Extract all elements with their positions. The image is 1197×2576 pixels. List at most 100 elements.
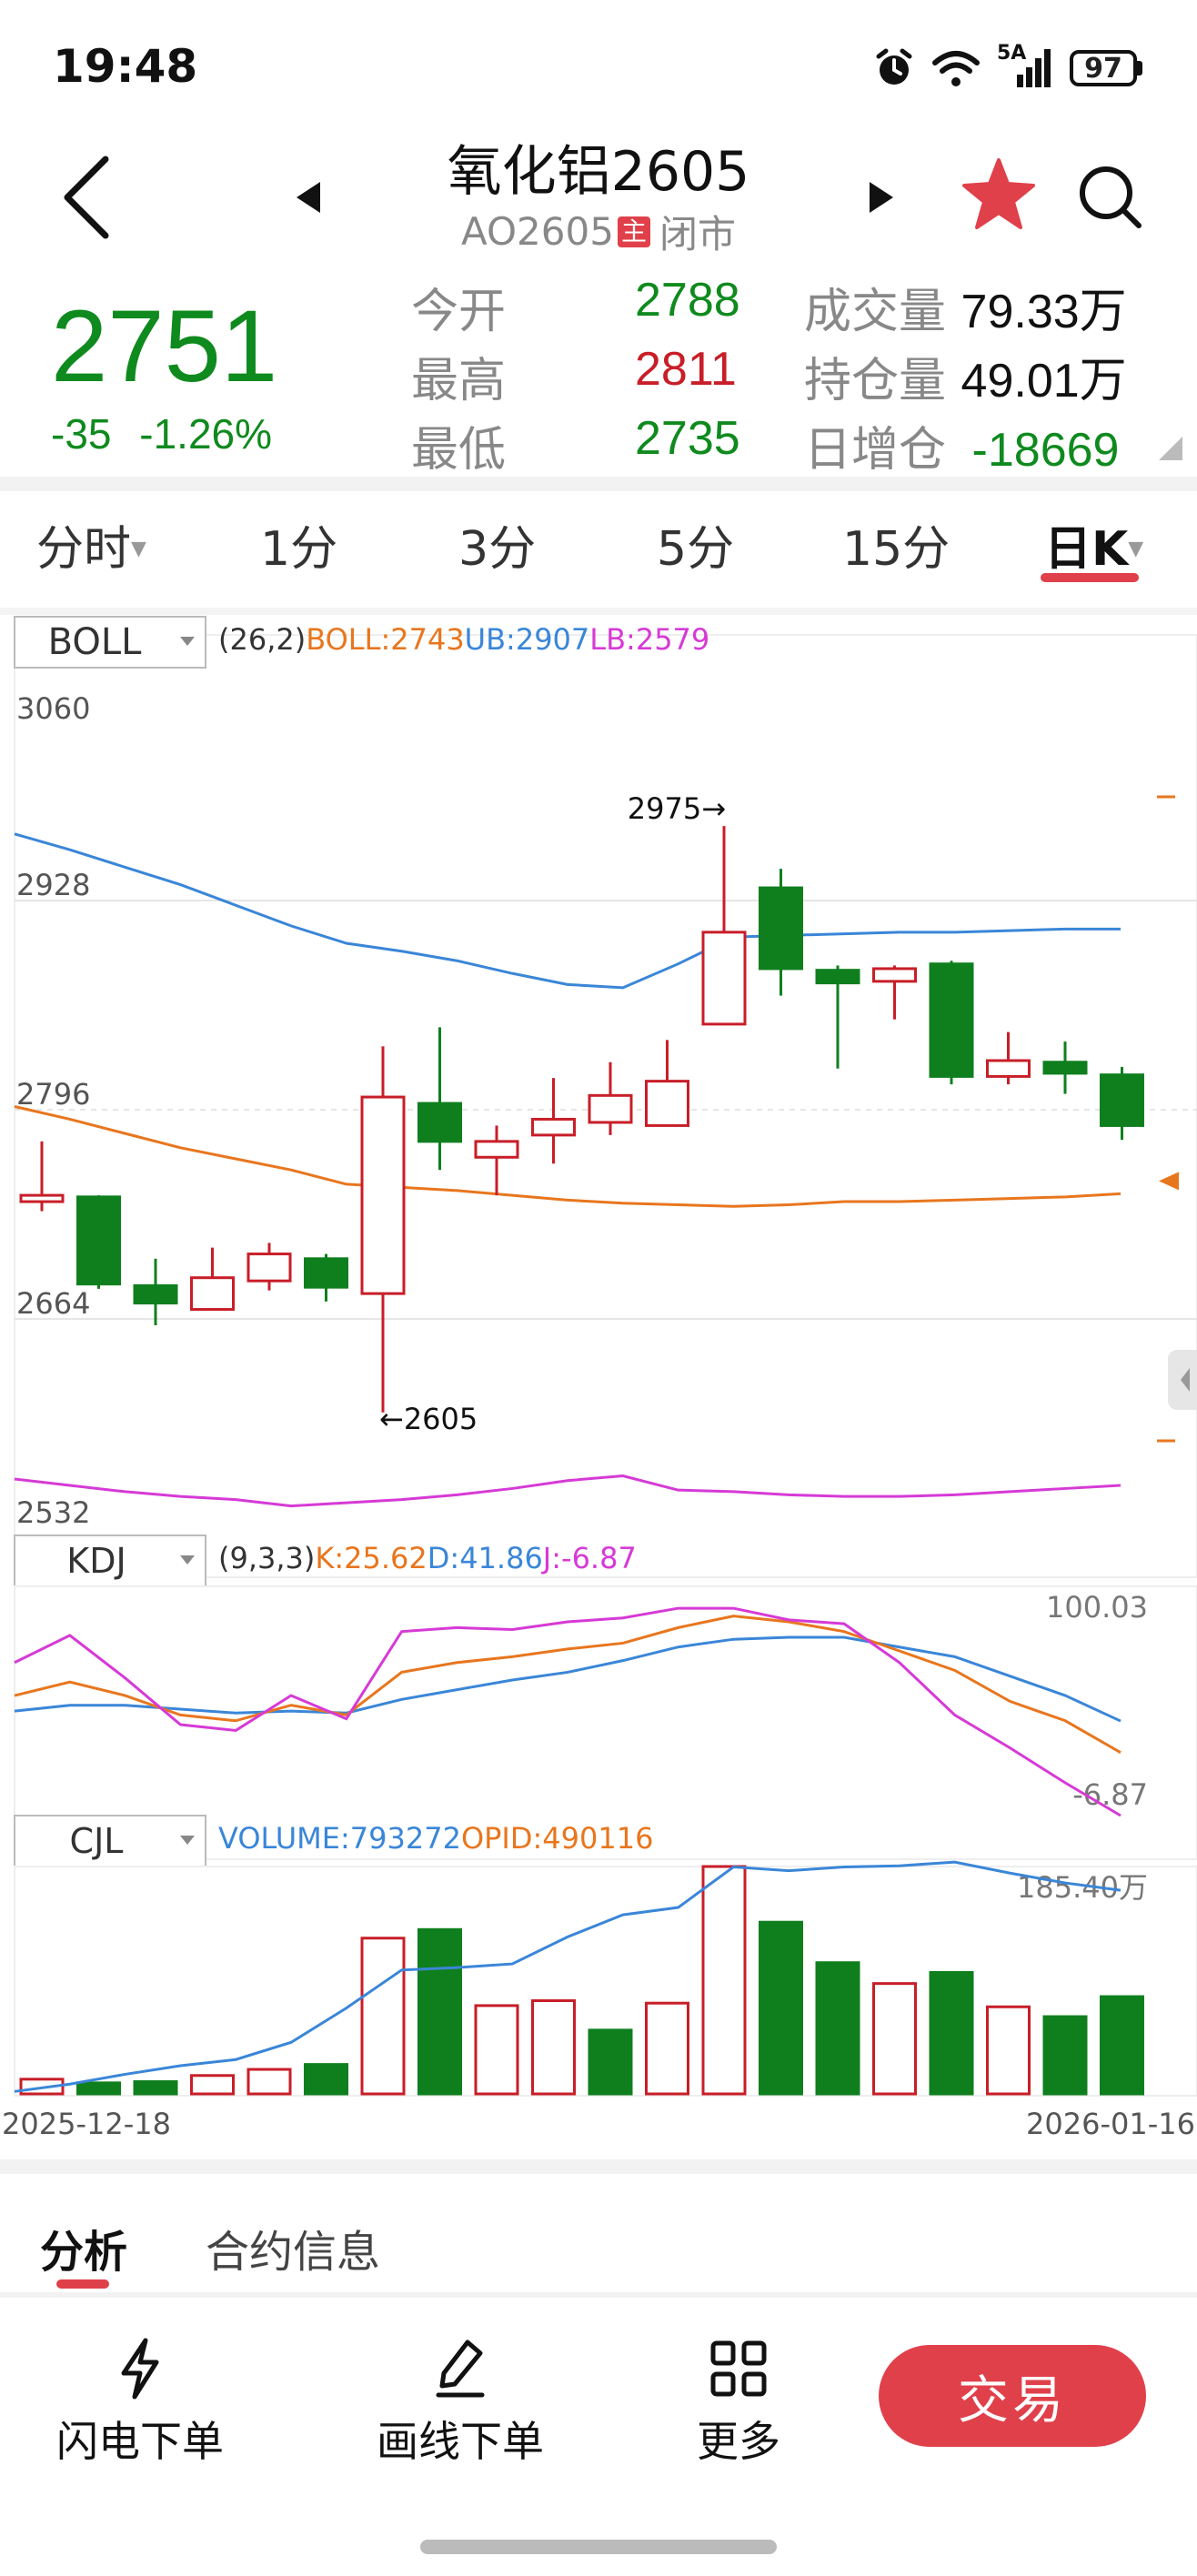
candle-body	[645, 1080, 689, 1127]
boll-up-legend: UB:2907	[465, 622, 590, 657]
kdj-j-line	[14, 1606, 1122, 1817]
tab-3min[interactable]: 3分	[458, 513, 536, 586]
volume-bars	[19, 1865, 1144, 2096]
candle-body	[872, 967, 917, 983]
back-button[interactable]	[60, 147, 133, 247]
battery-icon: 97	[1070, 50, 1142, 86]
candle-body	[76, 1195, 121, 1286]
tab-5min[interactable]: 5分	[657, 513, 734, 586]
tab-label: 5分	[657, 522, 735, 577]
tab-label: 日K	[1044, 522, 1129, 577]
open-label: 今开	[411, 285, 507, 339]
high-row: 最高	[411, 342, 506, 410]
candle	[474, 1125, 519, 1196]
candle-body	[417, 1102, 462, 1143]
candle-body	[815, 969, 860, 985]
tab-label: 分时	[36, 522, 132, 577]
tab-daily-k[interactable]: 日K▼	[1044, 513, 1143, 586]
volume-bar	[246, 2068, 292, 2096]
triangle-right-icon	[870, 182, 893, 213]
tab-analysis[interactable]: 分析	[40, 2227, 128, 2278]
next-contract-button[interactable]	[864, 175, 900, 220]
main-indicator-name: BOLL	[48, 621, 143, 663]
tab-timeshare[interactable]: 分时▼	[36, 513, 146, 586]
main-contract-badge: 主	[617, 216, 650, 247]
chevron-down-icon: ▼	[1128, 538, 1144, 560]
side-drawer-handle[interactable]	[1168, 1350, 1197, 1410]
high-value: 2811	[635, 343, 737, 396]
y-tick-label: 2796	[16, 1077, 90, 1112]
kdj-legend: (9,3,3)K:25.62D:41.86J:-6.87	[218, 1541, 637, 1575]
candle	[759, 869, 803, 996]
open-row: 今开	[411, 273, 506, 341]
candle	[133, 1258, 178, 1325]
x-start-date: 2025-12-18	[2, 2107, 171, 2141]
volume-bar	[133, 2080, 178, 2096]
volume-legend: VOLUME:793272OPID:490116	[218, 1821, 653, 1856]
opid-legend-value: OPID:490116	[461, 1821, 654, 1856]
separator	[0, 608, 1197, 615]
volume-bar	[645, 2001, 689, 2096]
active-tab-indicator	[1041, 573, 1139, 582]
oi-change-value: -18669	[971, 424, 1120, 477]
draw-order-label: 画线下单	[377, 2417, 544, 2466]
candle	[815, 965, 860, 1069]
boll-low-line	[14, 1474, 1122, 1508]
volume-bar	[1042, 2015, 1088, 2096]
cjl-selector[interactable]: CJL	[14, 1815, 206, 1867]
network-type: 5A	[997, 42, 1027, 65]
candle-body	[531, 1117, 576, 1137]
low-value: 2735	[635, 412, 740, 465]
tab-label: 1分	[260, 522, 338, 577]
candle-body	[1042, 1061, 1088, 1075]
volume-bar	[76, 2081, 121, 2096]
kline-chart[interactable]: BOLL (26,2)BOLL:2743UB:2907LB:2579 3060 …	[0, 615, 1197, 2143]
volume-bar	[759, 1920, 803, 2096]
volume-bar	[360, 1937, 406, 2096]
lightning-icon	[121, 2338, 159, 2400]
volume-bar	[190, 2074, 235, 2096]
kdj-selector[interactable]: KDJ	[14, 1535, 206, 1587]
more-button[interactable]: 更多	[629, 2334, 848, 2469]
candle	[531, 1078, 576, 1164]
kdj-d-line	[14, 1635, 1122, 1723]
contract-code: AO2605	[461, 209, 614, 254]
status-bar: 19:48 5A 97	[0, 0, 1197, 136]
boll-lines	[14, 832, 1122, 1508]
tab-15min[interactable]: 15分	[842, 513, 950, 586]
opid-series-line	[14, 1860, 1122, 2093]
main-y-axis: 3060 2928 2796 2664 2532	[16, 691, 90, 1530]
candle-body	[759, 886, 803, 971]
more-label: 更多	[697, 2417, 780, 2466]
candle-body	[1100, 1073, 1144, 1127]
tab-contract-info[interactable]: 合约信息	[206, 2227, 381, 2278]
candle-body	[190, 1276, 235, 1312]
expand-corner-icon[interactable]	[1157, 435, 1184, 462]
trade-button[interactable]: 交易	[879, 2345, 1146, 2447]
prev-contract-button[interactable]	[289, 175, 326, 220]
oi-change-label: 日增仓	[804, 423, 947, 478]
favorite-button[interactable]	[959, 155, 1039, 235]
separator	[0, 2159, 1197, 2174]
candles	[19, 826, 1144, 1413]
flash-order-label: 闪电下单	[56, 2417, 224, 2466]
change-percent: -1.26%	[139, 410, 273, 458]
candle	[645, 1040, 689, 1127]
boll-up-line	[14, 832, 1121, 990]
boll-selector[interactable]: BOLL	[14, 616, 206, 669]
tab-1min[interactable]: 1分	[260, 513, 337, 586]
flash-order-button[interactable]: 闪电下单	[31, 2334, 249, 2469]
kdj-indicator-name: KDJ	[66, 1541, 126, 1581]
y-tick-label: 2532	[16, 1495, 90, 1530]
oi-change-row: 日增仓 -18669	[804, 411, 1119, 479]
x-end-date: 2026-01-16	[1026, 2107, 1195, 2141]
analysis-tabs: 分析 合约信息	[0, 2174, 1197, 2292]
high-label: 最高	[411, 354, 507, 408]
draw-order-button[interactable]: 画线下单	[351, 2334, 569, 2469]
search-button[interactable]	[1073, 160, 1146, 233]
kdj-frame	[14, 1585, 1197, 1860]
candle	[19, 1141, 65, 1212]
cjl-indicator-name: CJL	[70, 1821, 124, 1861]
change-value: -35	[51, 410, 112, 458]
volume-label: 成交量	[804, 285, 947, 339]
